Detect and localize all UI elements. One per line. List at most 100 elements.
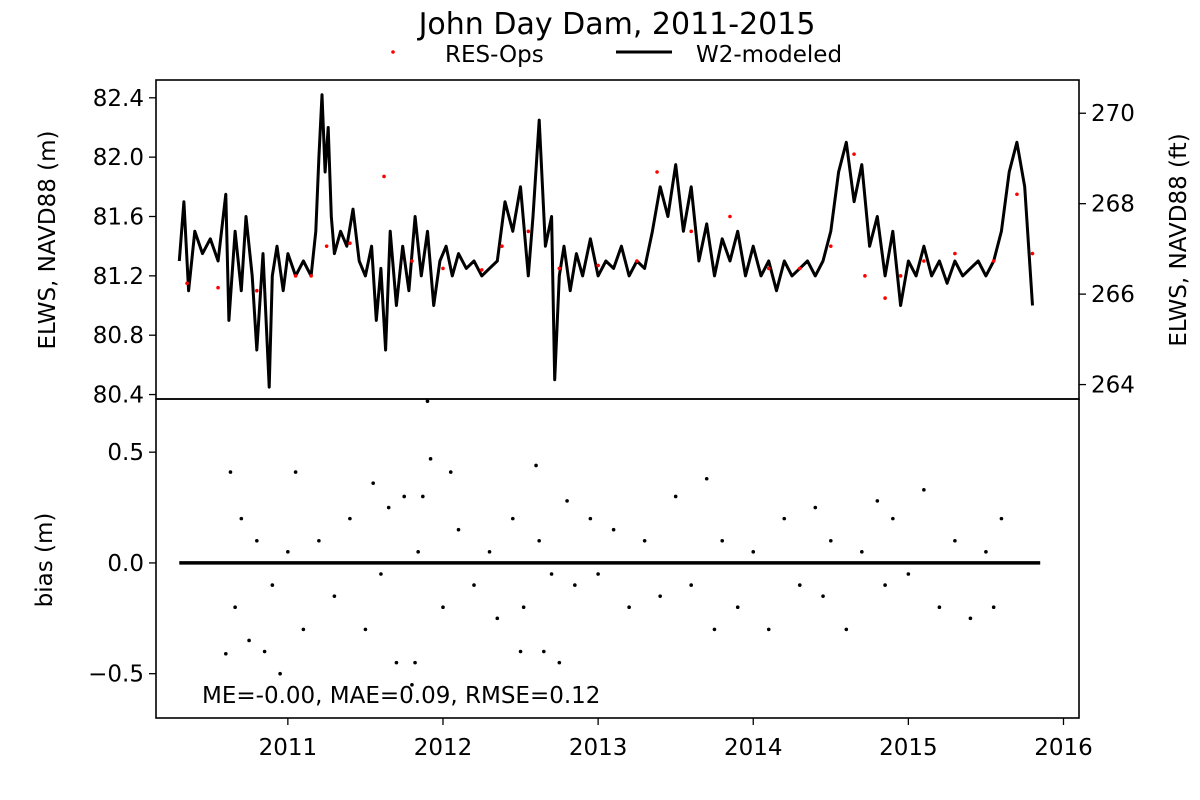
- bias-point: [332, 594, 337, 598]
- bias-point: [239, 516, 244, 521]
- res-ops-point: [898, 274, 903, 278]
- bias-point: [844, 627, 849, 632]
- legend-marker-res-ops: [391, 50, 395, 54]
- bias-point: [549, 572, 554, 576]
- bias-point: [891, 516, 895, 521]
- bias-panel: −0.5 0.0 0.5 bias (m) ME=-0.00, MAE=0.09, …: [32, 398, 1080, 719]
- elevation-y-axis-label: ELWS, NAVD88 (m): [35, 130, 61, 349]
- bias-point: [472, 583, 476, 587]
- bias-point: [317, 538, 321, 543]
- bias-point: [984, 550, 988, 554]
- elevation-y-tick-label: 81.6: [93, 205, 144, 231]
- bias-point: [821, 594, 825, 598]
- w2-modeled-line: [177, 93, 1034, 389]
- bias-point: [495, 616, 500, 621]
- elevation-panel: 80.4 80.8 81.2 81.6 82.0 82.4 264 266 268 270 EL…: [35, 79, 1192, 409]
- res-ops-point: [441, 266, 445, 271]
- elevation-y-tick-label-right: 266: [1091, 282, 1135, 308]
- bias-point: [518, 649, 523, 654]
- bias-plot-area: [179, 399, 1041, 687]
- res-ops-point: [348, 241, 352, 246]
- bias-point: [386, 505, 391, 510]
- bias-point: [968, 616, 973, 621]
- bias-point: [627, 605, 631, 610]
- elevation-y-ticks-right: 264 266 268 270: [1079, 101, 1135, 399]
- res-ops-point: [596, 263, 600, 268]
- bias-point: [735, 605, 740, 610]
- elevation-y-ticks: 80.4 80.8 81.2 81.6 82.0 82.4: [93, 86, 156, 409]
- legend-label-w2-modeled: W2-modeled: [696, 42, 842, 68]
- chart-title: John Day Dam, 2011-2015: [417, 7, 816, 42]
- bias-point: [751, 550, 756, 554]
- elevation-y-axis-label-right: ELWS, NAVD88 (ft): [1166, 133, 1192, 346]
- bias-point: [301, 627, 306, 632]
- bias-point: [410, 682, 414, 687]
- bias-point: [611, 527, 616, 532]
- bias-point: [883, 583, 887, 587]
- bias-point: [233, 605, 237, 610]
- bias-point: [293, 470, 298, 474]
- bias-point: [425, 399, 430, 404]
- bias-point: [573, 583, 577, 587]
- res-ops-point: [1015, 192, 1019, 197]
- bias-y-ticks: −0.5 0.0 0.5: [88, 440, 156, 688]
- bias-point: [720, 538, 725, 543]
- bias-point: [906, 572, 911, 576]
- bias-point: [428, 457, 433, 461]
- elevation-panel-frame: [155, 79, 1080, 400]
- res-ops-point: [185, 281, 189, 286]
- bias-point: [658, 594, 662, 598]
- bias-point: [565, 499, 569, 503]
- res-ops-point: [324, 244, 329, 248]
- elevation-y-tick-label: 82.4: [93, 86, 144, 112]
- bias-point: [542, 649, 546, 654]
- bias-point: [557, 660, 562, 665]
- bias-point: [999, 516, 1004, 521]
- bias-point: [371, 481, 375, 485]
- res-ops-point: [479, 268, 484, 272]
- bias-point: [828, 538, 833, 543]
- bias-point: [348, 516, 352, 521]
- res-ops-point: [689, 229, 693, 234]
- bias-point: [642, 538, 647, 543]
- bias-point: [953, 538, 957, 543]
- x-tick-label: 2011: [259, 735, 318, 761]
- bias-point: [782, 516, 787, 521]
- res-ops-point: [828, 244, 833, 248]
- x-tick-label: 2012: [414, 735, 473, 761]
- bias-point: [255, 538, 259, 543]
- elevation-y-tick-label: 81.2: [93, 264, 144, 290]
- x-tick-label: 2015: [879, 735, 938, 761]
- res-ops-point: [852, 152, 856, 156]
- x-tick-label: 2013: [569, 735, 628, 761]
- bias-point: [521, 605, 526, 610]
- elevation-y-tick-label: 80.8: [93, 323, 144, 349]
- bias-point: [673, 494, 678, 499]
- bias-point: [689, 583, 693, 587]
- res-ops-point: [863, 274, 867, 278]
- bias-point: [379, 572, 383, 576]
- bias-y-tick-label: 0.5: [107, 440, 144, 466]
- bias-point: [875, 499, 880, 503]
- res-ops-point: [797, 266, 802, 271]
- res-ops-point: [309, 274, 313, 278]
- res-ops-point: [382, 174, 386, 179]
- x-axis-ticks: 2011 2012 2013 2014 2015 2016: [259, 718, 1093, 761]
- bias-point: [510, 516, 515, 521]
- elevation-y-tick-label: 82.0: [93, 145, 144, 171]
- bias-point: [286, 550, 290, 554]
- res-ops-point: [991, 259, 996, 263]
- bias-point: [922, 488, 926, 492]
- bias-point: [534, 463, 538, 468]
- bias-point: [224, 651, 228, 656]
- res-ops-point: [410, 259, 414, 263]
- bias-point: [766, 627, 771, 632]
- bias-panel-frame: [155, 398, 1080, 719]
- elevation-plot-area: [177, 93, 1035, 389]
- bias-point: [596, 572, 600, 576]
- elevation-y-tick-label: 80.4: [93, 383, 144, 409]
- res-ops-point: [655, 170, 659, 174]
- bias-point: [456, 527, 461, 532]
- bias-point: [712, 627, 717, 632]
